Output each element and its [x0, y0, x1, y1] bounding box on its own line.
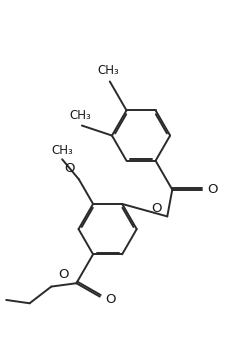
Text: CH₃: CH₃ — [97, 64, 119, 77]
Text: O: O — [207, 183, 218, 196]
Text: O: O — [59, 267, 69, 281]
Text: O: O — [151, 202, 162, 215]
Text: O: O — [64, 162, 75, 175]
Text: CH₃: CH₃ — [69, 108, 91, 121]
Text: O: O — [105, 294, 115, 306]
Text: CH₃: CH₃ — [51, 144, 73, 157]
